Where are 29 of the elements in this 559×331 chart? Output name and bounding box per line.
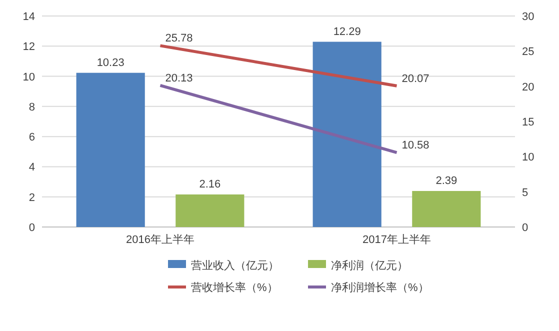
ytick: 8	[28, 101, 35, 114]
legend: 净利润（亿元）	[331, 260, 408, 272]
label: 2.39	[436, 174, 458, 187]
xtick: 2017年上半年	[362, 234, 431, 246]
y2tick: 0	[522, 222, 528, 234]
label: 10.58	[402, 140, 430, 152]
ytick: 12	[22, 41, 35, 54]
y2tick: 10	[522, 152, 534, 164]
label: 2.16	[199, 178, 221, 190]
label: 20.13	[165, 72, 193, 84]
legend: 营业收入（亿元）	[191, 260, 279, 272]
y2tick: 5	[522, 186, 528, 199]
y2tick: 25	[522, 46, 534, 58]
y2tick: 30	[522, 11, 534, 23]
ytick: 6	[28, 132, 35, 144]
ytick: 14	[22, 11, 35, 23]
label: 12.29	[333, 26, 361, 38]
ytick: 4	[28, 162, 35, 174]
ytick: 0	[28, 222, 35, 234]
ytick: 2	[28, 192, 35, 204]
y2tick: 15	[522, 116, 534, 128]
label: 25.78	[165, 32, 193, 45]
label: 20.07	[402, 72, 430, 85]
xtick: 2016年上半年	[126, 234, 194, 246]
ytick: 10	[22, 71, 35, 84]
legend: 净利润增长率（%）	[331, 282, 429, 294]
y2tick: 20	[522, 81, 534, 94]
label: 10.23	[96, 56, 124, 69]
legend: 营收增长率（%）	[191, 282, 278, 294]
